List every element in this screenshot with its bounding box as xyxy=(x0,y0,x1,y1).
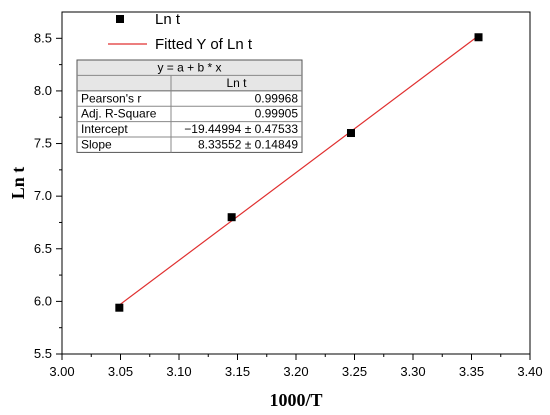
x-axis-title: 1000/T xyxy=(269,390,322,410)
x-tick-label: 3.15 xyxy=(225,364,250,379)
ticks: 3.00 3.05 3.10 3.15 3.20 3.25 3.30 3.35 3.40 5.5 6… xyxy=(34,30,543,379)
y-tick-label: 8.0 xyxy=(34,83,52,98)
stats-row-value: 8.33552 ± 0.14849 xyxy=(198,138,298,152)
legend: Ln t Fitted Y of Ln t xyxy=(108,11,253,53)
x-tick-label: 3.30 xyxy=(400,364,425,379)
y-axis-title: Ln t xyxy=(8,167,28,200)
y-tick-label: 7.5 xyxy=(34,136,52,151)
data-point xyxy=(346,129,355,138)
legend-label-scatter: Ln t xyxy=(155,11,181,28)
stats-row-value: 0.99968 xyxy=(255,91,299,105)
x-tick-label: 3.35 xyxy=(459,364,484,379)
y-tick-label: 5.5 xyxy=(34,346,52,361)
y-tick-label: 7.0 xyxy=(34,188,52,203)
stats-row-label: Adj. R-Square xyxy=(81,107,157,121)
stats-row-value: 0.99905 xyxy=(255,107,299,121)
stats-row-value: −19.44994 ± 0.47533 xyxy=(184,122,298,136)
x-tick-label: 3.40 xyxy=(517,364,542,379)
fit-stats-table: y = a + b * x Ln t Pearson's r 0.99968 Adj… xyxy=(76,59,303,153)
y-tick-label: 6.5 xyxy=(34,241,52,256)
stats-rows: Pearson's r 0.99968 Adj. R-Square 0.99905 In… xyxy=(77,74,302,153)
x-tick-label: 3.20 xyxy=(283,364,308,379)
points-layer xyxy=(115,33,483,312)
x-tick-label: 3.25 xyxy=(342,364,367,379)
x-tick-label: 3.10 xyxy=(166,364,191,379)
x-tick-label: 3.00 xyxy=(49,364,74,379)
stats-column-header: Ln t xyxy=(226,76,247,90)
data-point xyxy=(474,33,483,42)
legend-label-fit: Fitted Y of Ln t xyxy=(155,36,253,53)
stats-row-label: Intercept xyxy=(81,122,128,136)
data-point xyxy=(115,303,124,312)
stats-equation: y = a + b * x xyxy=(157,61,221,75)
stats-row-label: Pearson's r xyxy=(81,91,141,105)
fit-layer xyxy=(118,35,479,306)
fit-line xyxy=(118,35,479,306)
stats-row-label: Slope xyxy=(81,138,112,152)
y-tick-label: 8.5 xyxy=(34,30,52,45)
data-point xyxy=(227,213,236,222)
y-tick-label: 6.0 xyxy=(34,293,52,308)
legend-marker-scatter xyxy=(116,15,124,23)
x-tick-label: 3.05 xyxy=(108,364,133,379)
